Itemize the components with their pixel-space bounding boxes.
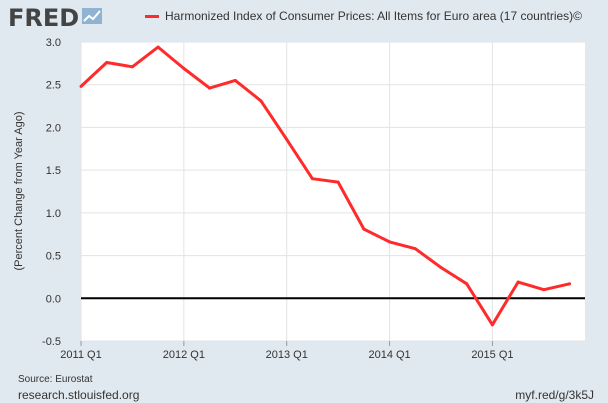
y-tick-label: -0.5 [42, 336, 61, 348]
y-tick-label: 3.0 [46, 37, 61, 49]
legend-label: Harmonized Index of Consumer Prices: All… [165, 9, 583, 23]
data-point [439, 266, 443, 270]
legend-swatch [145, 14, 159, 18]
y-tick-label: 1.5 [46, 165, 61, 177]
chart-legend: Harmonized Index of Consumer Prices: All… [145, 9, 582, 23]
x-tick-label: 2013 Q1 [266, 349, 308, 361]
series-points [79, 45, 572, 327]
x-tick-label: 2012 Q1 [163, 349, 205, 361]
site-link[interactable]: research.stlouisfed.org [18, 388, 140, 402]
x-tick-label: 2011 Q1 [60, 349, 101, 361]
x-tick-label: 2015 Q1 [471, 349, 513, 361]
source-note: Source: Eurostat [18, 374, 93, 385]
x-axis-ticks: 2011 Q1 2012 Q1 2013 Q1 2014 Q1 2015 Q1 [60, 341, 514, 361]
plot-area [81, 42, 585, 341]
data-point [130, 65, 134, 69]
data-point [542, 288, 546, 292]
y-tick-label: 1.0 [46, 208, 61, 220]
y-axis-label: (Percent Change from Year Ago) [13, 112, 25, 271]
fred-chart-icon [82, 8, 102, 24]
data-point [233, 78, 237, 82]
data-point [310, 177, 314, 181]
fred-logo: FRED [8, 4, 80, 32]
data-point [490, 323, 494, 327]
data-point [362, 227, 366, 231]
y-tick-label: 0.5 [46, 251, 61, 263]
y-axis-ticks: -0.5 0.0 0.5 1.0 1.5 2.0 2.5 3.0 [42, 37, 61, 348]
data-point [568, 282, 572, 286]
y-tick-label: 2.0 [46, 122, 61, 134]
x-tick-label: 2014 Q1 [368, 349, 410, 361]
data-point [156, 45, 160, 49]
y-tick-label: 2.5 [46, 80, 61, 92]
short-link[interactable]: myf.red/g/3k5J [515, 388, 594, 402]
data-point [182, 66, 186, 70]
data-point [413, 247, 417, 251]
data-point [79, 84, 83, 88]
data-point [516, 280, 520, 284]
data-point [259, 99, 263, 103]
data-point [285, 137, 289, 141]
data-point [105, 61, 109, 65]
data-point [465, 282, 469, 286]
data-point [208, 86, 212, 90]
series-line [79, 45, 570, 327]
y-tick-label: 0.0 [46, 293, 61, 305]
data-point [336, 180, 340, 184]
data-point [388, 240, 392, 244]
